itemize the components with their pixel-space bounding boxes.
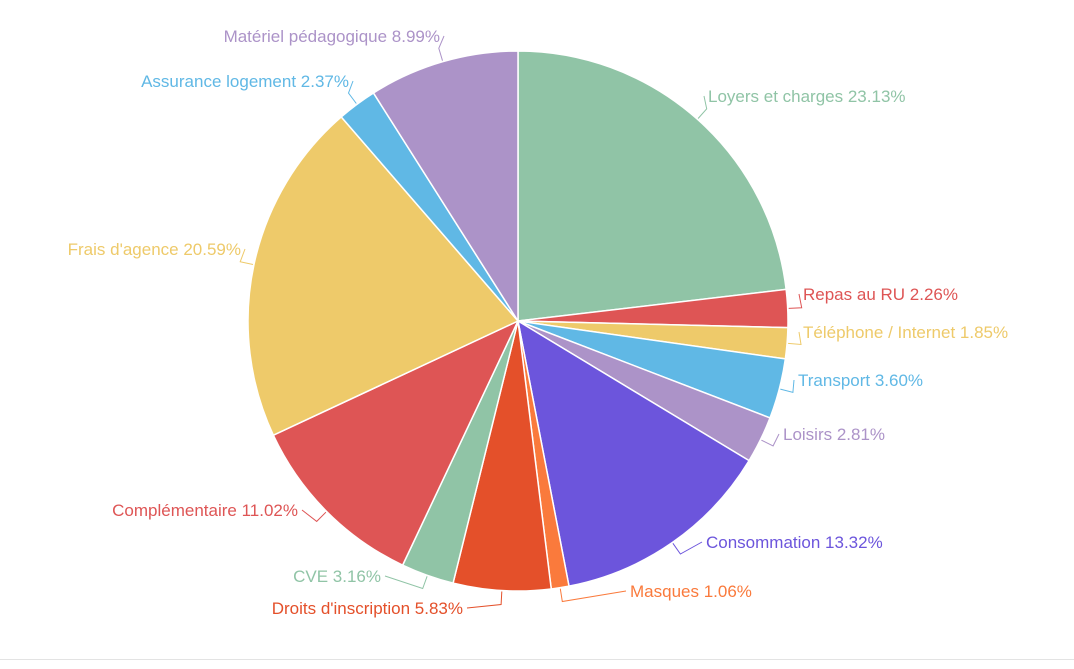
leader-line-telephone-internet bbox=[788, 331, 802, 346]
leader-line-materiel-pedagogique bbox=[438, 35, 445, 61]
pie-slice-materiel-pedagogique[interactable] bbox=[372, 50, 519, 322]
bottom-divider bbox=[0, 659, 1074, 660]
slice-label-loyers-et-charges: Loyers et charges 23.13% bbox=[708, 87, 906, 106]
leader-line-loyers-et-charges bbox=[697, 95, 708, 119]
slices-layer bbox=[247, 50, 789, 592]
pie-slice-frais-d-agence[interactable] bbox=[247, 116, 519, 436]
pie-slice-complementaire[interactable] bbox=[272, 320, 519, 566]
pie-slice-loyers-et-charges[interactable] bbox=[517, 50, 787, 322]
leader-line-frais-d-agence bbox=[239, 248, 254, 265]
labels-layer: Loyers et charges 23.13% Repas au RU 2.26… bbox=[68, 27, 1008, 618]
slice-label-complementaire: Complémentaire 11.02% bbox=[112, 501, 298, 520]
slice-label-consommation: Consommation 13.32% bbox=[706, 533, 883, 552]
leader-lines-layer bbox=[239, 35, 803, 609]
leader-line-assurance-logement bbox=[347, 80, 357, 104]
leader-line-droits-d-inscription bbox=[466, 591, 503, 609]
leader-line-consommation bbox=[672, 541, 703, 555]
slice-label-masques: Masques 1.06% bbox=[630, 582, 752, 601]
pie-slice-consommation[interactable] bbox=[517, 320, 750, 587]
slice-label-frais-d-agence: Frais d'agence 20.59% bbox=[68, 240, 241, 259]
leader-line-complementaire bbox=[301, 509, 327, 523]
leader-line-cve bbox=[384, 575, 428, 590]
leader-line-loisirs bbox=[761, 433, 780, 447]
slice-label-repas-au-ru: Repas au RU 2.26% bbox=[803, 285, 958, 304]
slice-label-cve: CVE 3.16% bbox=[293, 567, 381, 586]
leader-line-transport bbox=[780, 379, 795, 394]
slice-label-assurance-logement: Assurance logement 2.37% bbox=[141, 72, 349, 91]
leader-line-repas-au-ru bbox=[788, 293, 803, 309]
slice-label-transport: Transport 3.60% bbox=[798, 371, 923, 390]
slice-label-droits-d-inscription: Droits d'inscription 5.83% bbox=[272, 599, 463, 618]
slice-label-telephone-internet: Téléphone / Internet 1.85% bbox=[803, 323, 1008, 342]
slice-label-materiel-pedagogique: Matériel pédagogique 8.99% bbox=[224, 27, 440, 46]
leader-line-masques bbox=[559, 588, 627, 603]
slice-label-loisirs: Loisirs 2.81% bbox=[783, 425, 885, 444]
